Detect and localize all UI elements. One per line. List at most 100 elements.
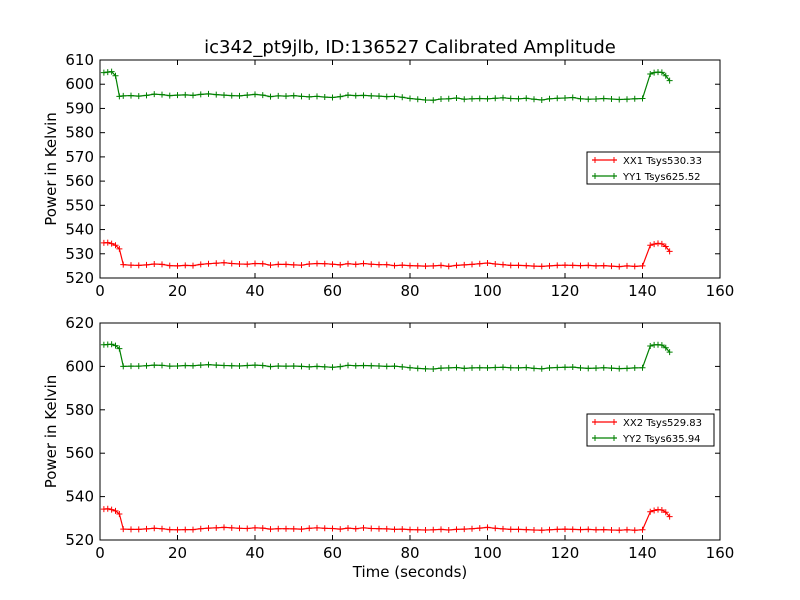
- bottom-series-xx2-point: [120, 526, 127, 533]
- bottom-series-xx2-point: [283, 525, 289, 532]
- top-ytick-label: 550: [65, 196, 94, 214]
- top-series-xx1-point: [391, 262, 398, 269]
- top-series-yy1-point: [159, 91, 165, 98]
- top-series-xx1-point: [368, 261, 375, 268]
- bottom-series-yy2-point: [430, 366, 437, 373]
- top-series-yy1-point: [600, 95, 607, 102]
- top-series-xx1-point: [484, 259, 491, 266]
- top-series-xx1-point: [252, 260, 258, 267]
- bottom-series-yy2-point: [476, 364, 483, 371]
- top-series-xx1-point: [151, 260, 158, 267]
- top-series-xx1-point: [143, 261, 150, 268]
- top-series-yy1-point: [523, 95, 530, 102]
- top-series-yy1-point: [445, 95, 452, 102]
- top-series-yy1-point: [577, 95, 584, 102]
- bottom-series-yy2-point: [345, 362, 351, 369]
- top-series-xx1-point: [492, 260, 499, 267]
- bottom-legend-marker: [594, 435, 615, 441]
- top-xtick-label: 80: [400, 282, 419, 300]
- top-series-yy1-point: [554, 95, 561, 102]
- bottom-series-xx2-point: [205, 525, 212, 532]
- bottom-series-yy2-point: [244, 362, 251, 369]
- bottom-xtick-label: 100: [473, 544, 502, 562]
- top-series-yy1-point: [259, 92, 266, 99]
- top-series-yy1-point: [352, 92, 359, 99]
- top-series-yy1-point: [500, 94, 506, 101]
- bottom-series-yy2-point: [515, 364, 522, 371]
- bottom-series-yy2-point: [306, 363, 313, 370]
- bottom-series-xx2-point: [329, 525, 336, 532]
- top-series-xx1-point: [507, 262, 514, 269]
- top-series-xx1-point: [360, 260, 367, 267]
- bottom-series-yy2-point: [283, 363, 289, 370]
- top-series-xx1-point: [213, 260, 220, 267]
- top-series-yy1-point: [174, 92, 181, 99]
- bottom-series-xx2-point: [562, 526, 568, 533]
- bottom-ylabel: Power in Kelvin: [42, 375, 60, 489]
- bottom-series-xx2-point: [662, 509, 669, 516]
- bottom-series-xx2-point: [639, 526, 646, 533]
- top-legend-label: XX1 Tsys530.33: [623, 156, 702, 167]
- bottom-series-yy2-point: [546, 364, 553, 371]
- top-series-yy1-point: [306, 93, 313, 100]
- bottom-legend-marker: [594, 419, 615, 425]
- bottom-xtick-label: 60: [323, 544, 342, 562]
- top-series-yy1-point: [221, 92, 227, 99]
- bottom-series-yy2-point: [252, 362, 258, 369]
- bottom-series-xx2-point: [608, 527, 615, 534]
- bottom-series-xx2-point: [213, 524, 220, 531]
- bottom-series-xx2-point: [290, 525, 297, 532]
- bottom-series-yy2-point: [275, 362, 282, 369]
- top-series-yy1-point: [631, 95, 638, 102]
- bottom-series-xx2-point: [244, 525, 251, 532]
- top-series-yy1-point: [507, 95, 514, 102]
- bottom-series-yy2-point: [205, 361, 212, 368]
- bottom-series-xx2-point: [128, 526, 134, 533]
- top-series-yy1-point: [337, 93, 344, 100]
- bottom-series-yy2-point: [290, 362, 297, 369]
- bottom-series-yy2-point: [600, 364, 607, 371]
- bottom-series-yy2-point: [631, 364, 638, 371]
- top-ytick-label: 590: [65, 99, 94, 117]
- top-series-yy1-point: [546, 95, 553, 102]
- bottom-series-yy2-point: [507, 364, 514, 371]
- bottom-ytick-label: 540: [65, 488, 94, 506]
- bottom-series-xx2-point: [252, 524, 258, 531]
- bottom-series-xx2-point: [507, 526, 514, 533]
- top-series-yy1-point: [407, 95, 413, 102]
- bottom-series-xx2-point: [314, 524, 320, 531]
- top-series-xx1-point: [228, 260, 235, 267]
- top-series-xx1-point: [159, 261, 165, 268]
- top-series-yy1-point: [414, 96, 421, 103]
- bottom-series-yy2-point: [391, 363, 398, 370]
- top-series-xx1-point: [569, 262, 576, 269]
- bottom-series-xx2-point: [531, 527, 537, 534]
- top-series-yy1-point: [383, 93, 390, 100]
- top-series-yy1-point: [143, 92, 150, 99]
- top-series-yy1-point: [108, 68, 115, 75]
- top-series-xx1-point: [275, 261, 282, 268]
- top-series-xx1-point: [600, 262, 607, 269]
- top-series-yy1-point: [492, 95, 499, 102]
- bottom-series-xx2-point: [321, 525, 328, 532]
- top-series-yy1-point: [360, 92, 367, 99]
- bottom-series-xx2-point: [461, 526, 468, 533]
- bottom-series-yy2-point: [554, 364, 561, 371]
- bottom-series-yy2-point: [182, 362, 189, 369]
- bottom-series-yy2-point: [562, 364, 568, 371]
- top-series-yy1-point: [252, 91, 258, 98]
- top-series-xx1-point: [182, 262, 189, 269]
- bottom-legend-box: [586, 413, 715, 447]
- top-series-xx1-point: [585, 262, 592, 269]
- top-series-xx1-point: [352, 261, 359, 268]
- top-series-xx1-point: [108, 240, 115, 247]
- top-series-xx1-point: [531, 263, 537, 270]
- bottom-series-xx2-point: [453, 526, 460, 533]
- bottom-ytick-label: 600: [65, 357, 94, 375]
- top-series-yy1-point: [593, 95, 599, 102]
- top-series-yy1-point: [298, 93, 305, 100]
- bottom-series-yy2-point: [593, 365, 599, 372]
- top-series-yy1-point: [345, 92, 351, 99]
- bottom-series-xx2-point: [159, 525, 165, 532]
- top-series-yy1-point: [228, 92, 235, 99]
